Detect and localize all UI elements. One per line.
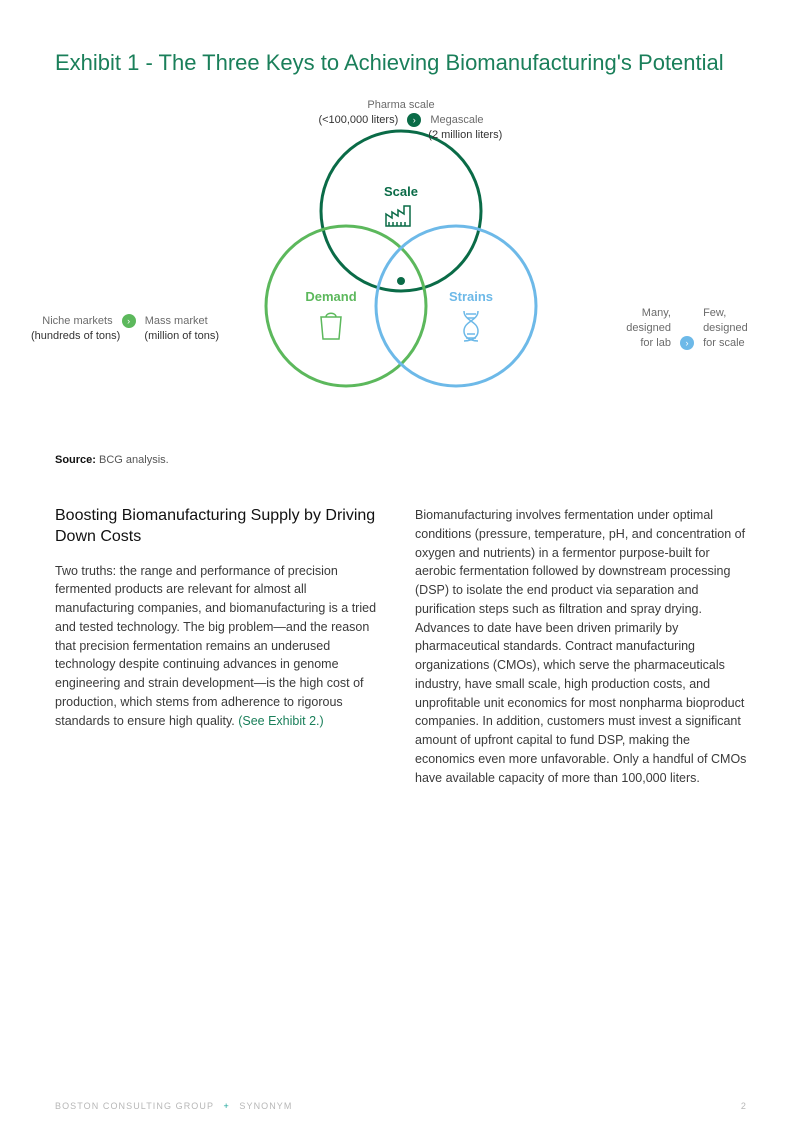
body-column-left: Boosting Biomanufacturing Supply by Driv… — [55, 506, 387, 787]
exhibit-title: Exhibit 1 - The Three Keys to Achieving … — [55, 50, 747, 76]
circle-label-demand: Demand — [305, 289, 356, 304]
anno-left-left-sub: (hundreds of tons) — [31, 330, 120, 342]
chevron-right-icon: › — [122, 314, 136, 328]
section-heading: Boosting Biomanufacturing Supply by Driv… — [55, 506, 387, 548]
anno-top-left-label: Pharma scale — [367, 99, 434, 111]
source-label: Source: — [55, 454, 96, 466]
see-exhibit-link[interactable]: (See Exhibit 2.) — [238, 714, 323, 728]
body-paragraph-left: Two truths: the range and performance of… — [55, 562, 387, 731]
diagram-container: Pharma scale (<100,000 liters) › Megasca… — [55, 96, 747, 436]
footer-brand-a: BOSTON CONSULTING GROUP — [55, 1101, 214, 1111]
anno-top-left-sub: (<100,000 liters) — [318, 114, 398, 126]
annotation-top: Pharma scale (<100,000 liters) › Megasca… — [55, 98, 747, 143]
anno-left-right-sub: (million of tons) — [144, 330, 219, 342]
dna-icon — [464, 311, 478, 341]
circle-label-scale: Scale — [384, 184, 418, 199]
chevron-right-icon: › — [680, 336, 694, 350]
footer-brand-b: SYNONYM — [239, 1101, 292, 1111]
anno-right-left-label: Many, designed for lab — [611, 306, 671, 351]
page-number: 2 — [741, 1101, 747, 1111]
page-footer: BOSTON CONSULTING GROUP + SYNONYM 2 — [55, 1101, 747, 1111]
body-columns: Boosting Biomanufacturing Supply by Driv… — [55, 506, 747, 787]
body-text-left: Two truths: the range and performance of… — [55, 564, 376, 728]
source-text: BCG analysis. — [99, 454, 169, 466]
annotation-left: Niche markets › Mass market (hundreds of… — [15, 314, 235, 344]
anno-top-right-sub: (2 million liters) — [428, 129, 502, 141]
annotation-right: Many, designed for lab › Few, designed f… — [587, 306, 787, 351]
anno-left-right-label: Mass market — [145, 315, 208, 327]
anno-right-right-label: Few, designed for scale — [703, 306, 763, 351]
body-paragraph-right: Biomanufacturing involves fermentation u… — [415, 506, 747, 787]
footer-plus: + — [223, 1101, 229, 1111]
circle-label-strains: Strains — [449, 289, 493, 304]
venn-diagram: Scale Demand Strains — [201, 96, 601, 426]
footer-left: BOSTON CONSULTING GROUP + SYNONYM — [55, 1101, 292, 1111]
body-column-right: Biomanufacturing involves fermentation u… — [415, 506, 747, 787]
chevron-right-icon: › — [407, 113, 421, 127]
anno-left-left-label: Niche markets — [42, 315, 112, 327]
shopping-bag-icon — [321, 313, 341, 339]
source-line: Source: BCG analysis. — [55, 454, 747, 466]
anno-top-right-label: Megascale — [430, 114, 483, 126]
factory-icon — [386, 206, 410, 226]
